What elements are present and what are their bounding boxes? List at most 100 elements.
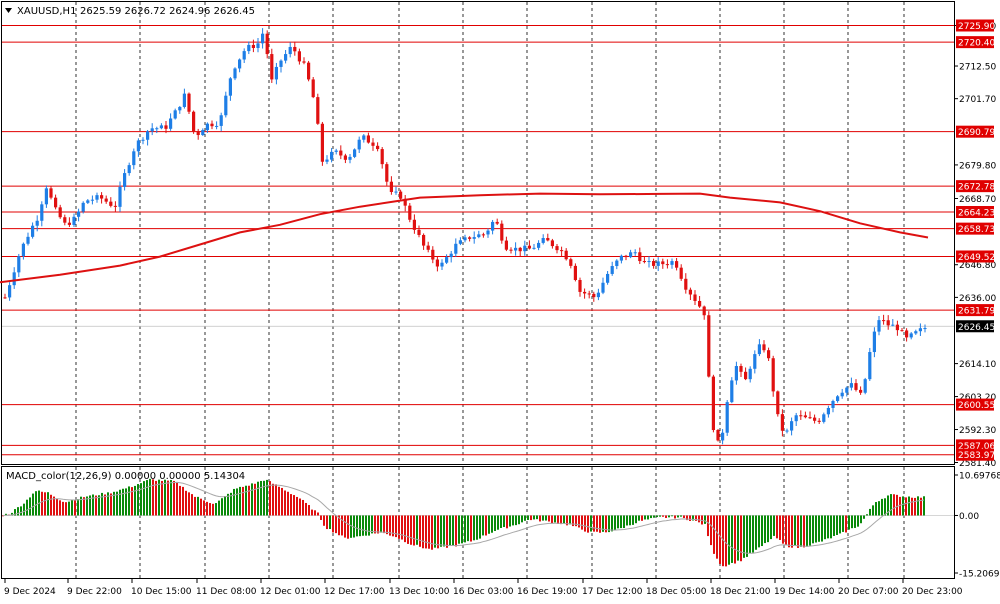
price-tick-label: 2636.00 xyxy=(959,294,996,304)
macd-bar xyxy=(911,497,913,516)
macd-bar xyxy=(176,481,178,516)
candle-body xyxy=(35,220,39,226)
level-price-tag-box xyxy=(956,125,994,138)
macd-bar xyxy=(224,496,226,516)
candle-body xyxy=(780,414,784,431)
main-plot-frame xyxy=(1,1,955,465)
candle-body xyxy=(132,151,136,166)
macd-bar xyxy=(182,486,184,516)
candle-body xyxy=(169,118,173,129)
candle-body xyxy=(642,261,646,263)
macd-bar xyxy=(416,515,418,545)
price-tick-label: 2712.50 xyxy=(959,63,996,73)
candle-body xyxy=(619,255,623,261)
macd-bar xyxy=(254,483,256,516)
macd-bar xyxy=(164,479,166,516)
macd-bar xyxy=(602,515,604,532)
level-price-tag-label: 2600.55 xyxy=(958,401,995,411)
candle-body xyxy=(583,291,587,294)
macd-bar xyxy=(113,491,115,516)
macd-bar xyxy=(278,486,280,516)
candle-body xyxy=(201,130,205,136)
candle-body xyxy=(408,205,412,220)
macd-bar xyxy=(395,515,397,538)
price-tick-label: 2603.20 xyxy=(959,393,996,403)
macd-bar xyxy=(671,515,673,517)
candle-body xyxy=(550,240,554,247)
macd-bar xyxy=(647,515,649,520)
macd-bar xyxy=(704,515,706,524)
macd-bar xyxy=(44,492,46,516)
candle-body xyxy=(178,106,182,111)
macd-bar xyxy=(854,515,856,528)
candle-body xyxy=(362,135,366,140)
macd-bar xyxy=(83,497,85,516)
macd-bar xyxy=(791,515,793,548)
price-tick-label: 2668.70 xyxy=(959,195,996,205)
candle-body xyxy=(670,261,674,265)
macd-bar xyxy=(161,480,163,516)
macd-bar xyxy=(371,515,373,534)
macd-bar xyxy=(41,491,43,516)
macd-bar xyxy=(575,515,577,527)
candle-body xyxy=(123,173,127,187)
candle-body xyxy=(886,320,890,326)
candle-body xyxy=(63,217,67,223)
macd-bar xyxy=(542,515,544,521)
candle-body xyxy=(334,150,338,152)
macd-bar xyxy=(650,515,652,519)
candle-body xyxy=(573,265,577,280)
macd-bar xyxy=(197,496,199,516)
macd-bar xyxy=(878,501,880,516)
macd-bar xyxy=(305,502,307,516)
macd-bar xyxy=(287,491,289,516)
level-price-tag: 2664.23 xyxy=(956,206,995,219)
macd-bar xyxy=(149,478,151,516)
macd-bar xyxy=(125,488,127,516)
candle-body xyxy=(67,222,71,225)
macd-bar xyxy=(683,515,685,519)
macd-bar xyxy=(797,515,799,548)
macd-bar xyxy=(380,515,382,533)
level-price-tag-box xyxy=(956,180,994,193)
candle-body xyxy=(58,207,62,218)
candle-body xyxy=(86,200,90,203)
candle-body xyxy=(693,294,697,301)
price-tick-label: 2701.70 xyxy=(959,95,996,105)
candle-body xyxy=(141,139,145,141)
candle-body xyxy=(679,267,683,279)
candle-body xyxy=(274,66,278,80)
candle-body xyxy=(776,391,780,415)
level-price-tag-label: 2631.79 xyxy=(958,307,995,317)
candlesticks xyxy=(3,28,927,445)
macd-bar xyxy=(74,500,76,516)
macd-bar xyxy=(386,515,388,535)
macd-bar xyxy=(410,515,412,545)
macd-bar xyxy=(485,515,487,536)
candle-body xyxy=(49,188,53,198)
macd-bar xyxy=(716,515,718,559)
candle-body xyxy=(449,253,453,258)
macd-label: MACD_color(12,26,9) 0.00000 0.00000 5.14… xyxy=(6,471,245,482)
candle-body xyxy=(610,266,614,274)
macd-bar xyxy=(515,515,517,526)
candle-body xyxy=(918,328,922,332)
candle-body xyxy=(817,420,821,422)
candle-body xyxy=(569,259,573,266)
candle-body xyxy=(431,249,435,260)
time-tick-label: 9 Dec 2024 xyxy=(4,587,56,597)
candle-body xyxy=(325,159,329,162)
macd-bar xyxy=(773,515,775,536)
macd-bar xyxy=(746,515,748,557)
macd-bar xyxy=(23,503,25,516)
macd-bar xyxy=(62,501,64,516)
macd-bar xyxy=(257,481,259,516)
candle-body xyxy=(100,195,104,199)
macd-bar xyxy=(419,515,421,547)
candle-body xyxy=(638,252,642,262)
triangle-down-icon[interactable] xyxy=(5,8,12,13)
macd-bar xyxy=(119,489,121,516)
macd-bar xyxy=(917,496,919,516)
macd-bar xyxy=(140,483,142,516)
